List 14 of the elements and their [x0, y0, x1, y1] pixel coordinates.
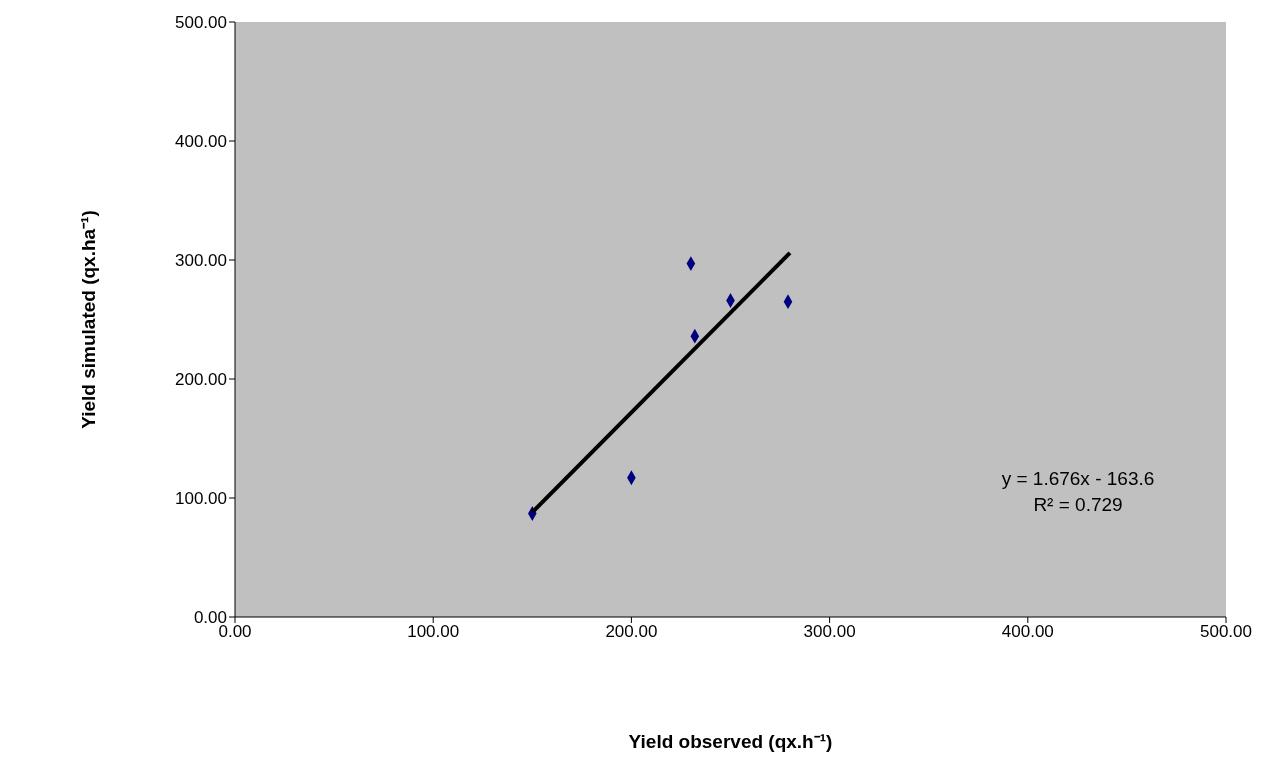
- x-tick-label: 400.00: [1001, 622, 1054, 642]
- x-axis-title: Yield observed (qx.h⁻¹): [628, 731, 833, 752]
- x-tick-label: 500.00: [1200, 622, 1252, 642]
- annotation: y = 1.676x - 163.6: [1000, 467, 1156, 491]
- y-tick-label: 300.00: [175, 251, 227, 271]
- y-tick-label: 200.00: [175, 370, 227, 390]
- y-axis-title: Yield simulated (qx.ha⁻¹): [77, 210, 99, 429]
- y-tick-label: 400.00: [175, 132, 227, 152]
- annotation: R² = 0.729: [1032, 493, 1124, 517]
- x-tick-label: 200.00: [605, 622, 658, 642]
- y-tick-label: 100.00: [175, 489, 227, 509]
- x-tick-label: 100.00: [407, 622, 460, 642]
- y-tick-label: 500.00: [175, 13, 227, 33]
- x-tick-label: 300.00: [803, 622, 856, 642]
